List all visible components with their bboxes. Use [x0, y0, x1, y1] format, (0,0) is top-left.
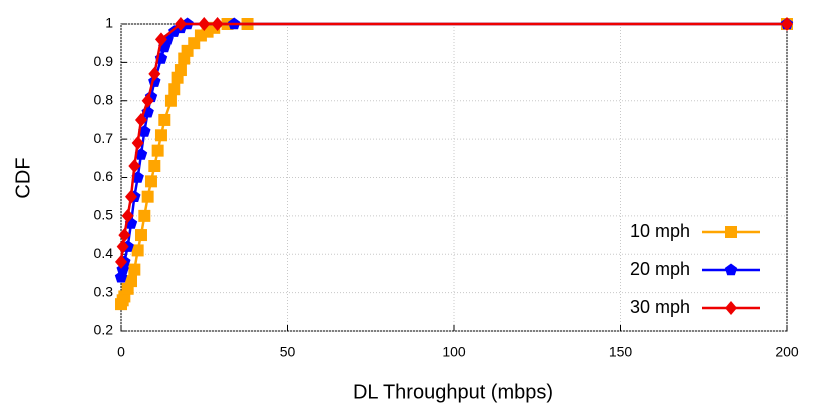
marker — [148, 159, 161, 172]
marker — [198, 17, 211, 31]
y-tick-label: 0.4 — [94, 245, 114, 261]
marker — [138, 124, 151, 137]
marker — [164, 94, 177, 107]
marker — [158, 113, 171, 126]
marker — [141, 93, 154, 108]
y-tick-label: 1 — [105, 15, 113, 31]
marker — [144, 175, 157, 188]
legend-label: 20 mph — [630, 259, 690, 279]
y-tick-label: 0.3 — [94, 283, 114, 299]
marker — [121, 208, 134, 223]
y-tick-label: 0.2 — [94, 322, 114, 338]
legend-label: 30 mph — [630, 297, 690, 317]
marker — [134, 147, 148, 160]
marker — [134, 112, 147, 127]
legend-marker — [724, 263, 738, 276]
y-tick-label: 0.5 — [94, 207, 114, 223]
y-axis-label: CDF — [12, 157, 34, 198]
marker — [781, 17, 793, 31]
legend-marker — [725, 226, 737, 238]
marker — [128, 158, 141, 173]
marker — [131, 244, 144, 257]
legend-label: 10 mph — [630, 221, 690, 241]
marker — [134, 229, 147, 242]
y-tick-label: 0.6 — [94, 168, 114, 184]
marker — [115, 254, 127, 269]
x-axis-label: DL Throughput (mbps) — [353, 381, 553, 403]
marker — [211, 17, 224, 31]
y-tick-label: 0.9 — [94, 53, 114, 69]
marker — [151, 144, 164, 157]
x-tick-label: 100 — [442, 344, 466, 360]
marker — [128, 263, 141, 276]
marker — [124, 189, 137, 204]
x-tick-label: 200 — [775, 344, 799, 360]
marker — [154, 129, 167, 142]
marker — [154, 32, 167, 47]
marker — [168, 83, 181, 96]
marker — [118, 228, 131, 243]
legend-marker — [725, 301, 737, 315]
marker — [116, 239, 129, 254]
marker — [174, 64, 187, 77]
marker — [131, 135, 144, 150]
x-tick-label: 150 — [609, 344, 633, 360]
y-tick-label: 0.7 — [94, 130, 114, 146]
x-tick-label: 0 — [117, 344, 125, 360]
marker — [141, 190, 154, 203]
marker — [124, 275, 137, 288]
marker — [138, 209, 151, 222]
x-tick-label: 50 — [280, 344, 296, 360]
marker — [174, 17, 187, 31]
y-tick-label: 0.8 — [94, 91, 114, 107]
marker — [148, 66, 161, 81]
